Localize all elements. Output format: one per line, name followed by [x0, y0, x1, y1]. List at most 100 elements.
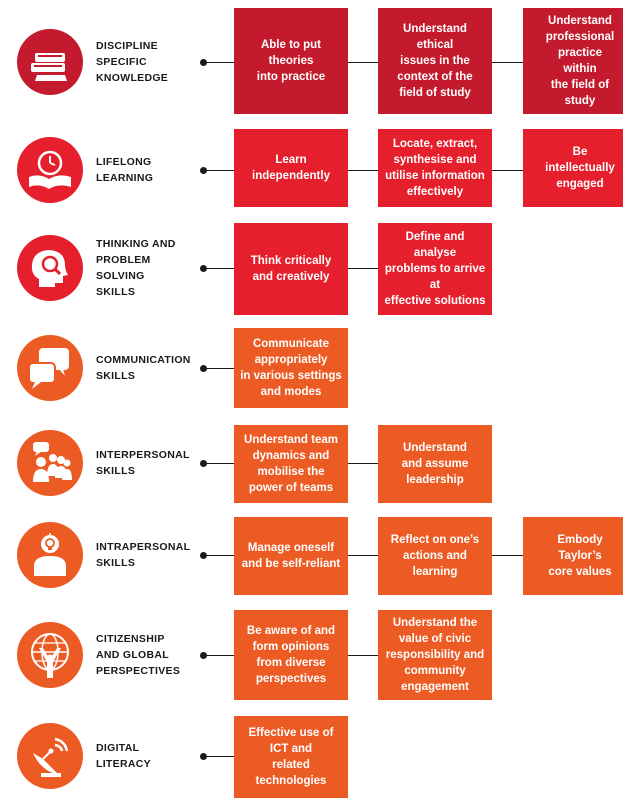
- outcome-text-line: professional: [545, 31, 615, 43]
- outcome-text-line: into practice: [256, 71, 326, 83]
- connector-dot: [200, 753, 207, 760]
- globe-person-icon: [17, 622, 83, 688]
- outcome-text-line: and assume: [401, 458, 469, 470]
- skill-label-line: THINKING AND: [96, 238, 176, 250]
- skill-row: CITIZENSHIP AND GLOBAL PERSPECTIVES Be awar…: [0, 609, 623, 701]
- outcome-text-line: core values: [548, 566, 612, 578]
- skill-label: INTRAPERSONAL SKILLS: [96, 539, 216, 571]
- outcome-text-line: Effective use of: [248, 727, 334, 739]
- skill-row: DIGITAL LITERACY Effective use of ICT and re…: [0, 715, 623, 799]
- outcome-text-line: context of the: [397, 71, 473, 83]
- outcome-box: Effective use of ICT and related technologi…: [234, 716, 348, 798]
- outcome-text-line: Be: [572, 146, 588, 158]
- outcome-text-line: power of teams: [248, 482, 334, 494]
- skill-row: COMMUNICATION SKILLS Communicate appropriat…: [0, 327, 623, 409]
- skill-label-line: SKILLS: [96, 286, 136, 298]
- skill-label: LIFELONG LEARNING: [96, 154, 216, 186]
- outcome-text-line: analyse: [413, 247, 457, 259]
- connector-dot: [200, 460, 207, 467]
- skill-label-line: AND GLOBAL: [96, 649, 169, 661]
- connector-dot: [200, 167, 207, 174]
- connector-dot: [200, 652, 207, 659]
- outcome-text-line: engaged: [556, 178, 604, 190]
- outcome-box: Understand the value of civic responsibili…: [378, 610, 492, 700]
- outcome-text-line: intellectually: [545, 162, 615, 174]
- outcome-box: Communicate appropriately in various setti…: [234, 328, 348, 408]
- outcome-text-line: practice: [557, 47, 603, 59]
- outcome-text-line: within: [563, 63, 597, 75]
- outcome-text-line: community: [404, 665, 466, 677]
- outcome-text-line: effectively: [406, 186, 464, 198]
- outcome-box: Manage oneself and be self-reliant: [234, 517, 348, 595]
- person-lightbulb-icon: [17, 522, 83, 588]
- outcome-box: Be aware of and form opinions from diverse…: [234, 610, 348, 700]
- outcome-box: Embody Taylor’s core values: [523, 517, 623, 595]
- outcome-text-line: Be aware of and: [246, 625, 336, 637]
- book-clock-icon: [17, 137, 83, 203]
- connector-line: [204, 62, 523, 63]
- outcome-box: Understand ethical issues in the context of…: [378, 8, 492, 114]
- connector-dot: [200, 265, 207, 272]
- outcome-text-line: ethical: [416, 39, 454, 51]
- skill-label-line: INTERPERSONAL: [96, 449, 190, 461]
- outcome-text-line: Taylor’s: [558, 550, 602, 562]
- connector-line: [204, 368, 234, 369]
- connector-dot: [200, 59, 207, 66]
- skill-label-line: COMMUNICATION: [96, 354, 191, 366]
- outcome-text-line: appropriately: [254, 354, 328, 366]
- skill-label-line: SKILLS: [96, 557, 136, 569]
- outcome-text-line: leadership: [406, 474, 464, 486]
- outcome-text-line: responsibility and: [385, 649, 485, 661]
- satellite-dish-icon: [17, 723, 83, 789]
- skill-label-line: LEARNING: [96, 172, 154, 184]
- skill-label: COMMUNICATION SKILLS: [96, 352, 216, 384]
- outcome-text-line: issues in the: [400, 55, 470, 67]
- connector-line: [204, 170, 523, 171]
- skill-row: INTERPERSONAL SKILLS Understand team dynami…: [0, 424, 623, 504]
- connector-dot: [200, 552, 207, 559]
- outcome-text-line: at: [429, 279, 441, 291]
- outcome-box: Understand team dynamics and mobilise the p…: [234, 425, 348, 503]
- connector-line: [204, 756, 234, 757]
- outcome-text-line: Able to put: [260, 39, 322, 51]
- outcome-text-line: Understand: [403, 23, 467, 35]
- speech-bubbles-icon: [17, 335, 83, 401]
- outcome-text-line: and be self-reliant: [241, 558, 341, 570]
- outcome-text-line: and modes: [260, 386, 322, 398]
- outcome-text-line: Understand: [403, 442, 467, 454]
- outcome-text-line: learning: [412, 566, 458, 578]
- outcome-text-line: value of civic: [398, 633, 472, 645]
- outcome-text-line: in various settings: [240, 370, 342, 382]
- outcome-text-line: Communicate: [252, 338, 330, 350]
- outcome-text-line: Understand: [548, 15, 612, 27]
- skill-row: THINKING AND PROBLEM SOLVING SKILLS Think cr…: [0, 222, 623, 316]
- skill-label-line: LIFELONG: [96, 156, 152, 168]
- outcome-text-line: independently: [252, 170, 330, 182]
- outcome-text-line: from diverse: [256, 657, 326, 669]
- outcome-box: Define and analyse problems to arrive at eff…: [378, 223, 492, 315]
- outcome-text-line: synthesise and: [393, 154, 477, 166]
- outcome-text-line: theories: [268, 55, 314, 67]
- outcome-text-line: actions and: [403, 550, 467, 562]
- outcome-text-line: Manage oneself: [247, 542, 335, 554]
- outcome-box: Understand and assume leadership: [378, 425, 492, 503]
- outcome-text-line: utilise information: [385, 170, 485, 182]
- skill-label-line: PROBLEM: [96, 254, 151, 266]
- outcome-text-line: dynamics and: [252, 450, 330, 462]
- skill-label-line: LITERACY: [96, 758, 151, 770]
- skill-label-line: SPECIFIC: [96, 56, 147, 68]
- skill-row: LIFELONG LEARNING Learn independently Locate…: [0, 125, 623, 209]
- outcome-text-line: engagement: [401, 681, 469, 693]
- connector-dot: [200, 365, 207, 372]
- outcome-text-line: Define and: [405, 231, 465, 243]
- outcome-text-line: problems to arrive: [384, 263, 486, 275]
- skill-label-line: PERSPECTIVES: [96, 665, 181, 677]
- outcome-text-line: Think critically: [250, 255, 332, 267]
- skill-label-line: KNOWLEDGE: [96, 72, 169, 84]
- skill-label-line: DIGITAL: [96, 742, 140, 754]
- skill-row: DISCIPLINE SPECIFIC KNOWLEDGE Able to put th…: [0, 5, 623, 114]
- outcome-text-line: mobilise the: [257, 466, 325, 478]
- skill-label-line: SKILLS: [96, 465, 136, 477]
- outcome-text-line: related: [272, 759, 310, 771]
- outcome-box: Understand professional practice within the …: [523, 8, 623, 114]
